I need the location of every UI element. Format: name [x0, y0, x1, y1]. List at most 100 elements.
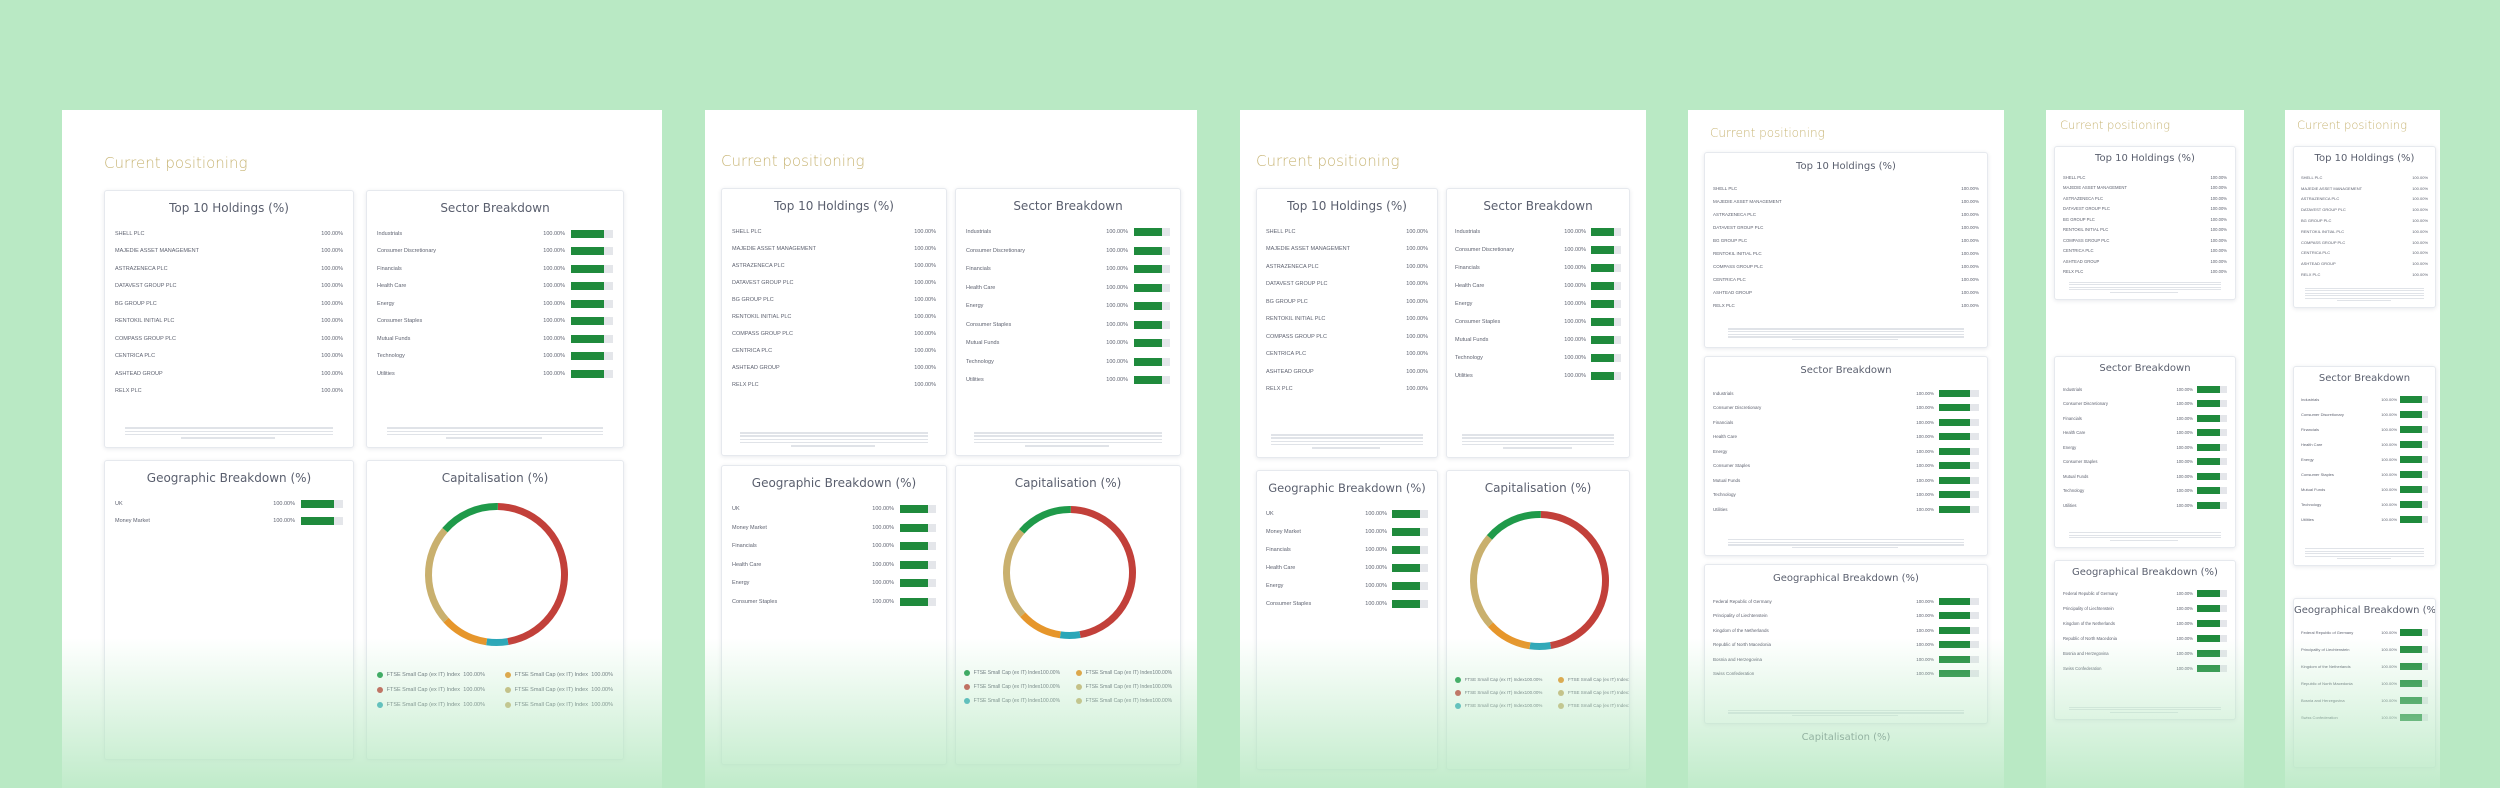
progress-bar — [1939, 447, 1979, 455]
row-value: 100.00% — [1106, 266, 1128, 273]
row-value: 100.00% — [1961, 277, 1979, 282]
row-value: 100.00% — [1916, 492, 1934, 498]
holdings-list: SHELL PLC 100.00% MAJEDIE ASSET MANAGEMENT… — [2294, 172, 2435, 280]
top-holdings-card: Top 10 Holdings (%) SHELL PLC 100.00% MAJED… — [104, 190, 354, 448]
row-label: MAJEDIE ASSET MANAGEMENT — [1266, 246, 1350, 253]
row-value: 100.00% — [273, 500, 295, 507]
row-label: SHELL PLC — [115, 230, 145, 237]
geographical-breakdown-card: Geographical Breakdown (%) Federal Republ… — [2293, 598, 2436, 768]
row-value: 100.00% — [2176, 621, 2193, 626]
legend-label: FTSE Small Cap (ex IT) Index — [1085, 670, 1153, 676]
row-label: CENTRICA PLC — [1266, 351, 1307, 358]
legend-value: 100.00% — [1524, 703, 1543, 708]
row-value: 100.00% — [543, 248, 565, 255]
row-value: 100.00% — [914, 330, 936, 337]
legend-label: FTSE Small Cap (ex IT) Index — [973, 670, 1041, 676]
progress-bar — [1939, 418, 1979, 426]
table-row: MAJEDIE ASSET MANAGEMENT 100.00% — [2301, 183, 2428, 194]
progress-bar-fill — [2400, 501, 2422, 508]
row-label: Consumer Staples — [377, 318, 423, 325]
row-value: 100.00% — [2412, 207, 2428, 213]
table-row: Energy 100.00% — [2063, 440, 2227, 455]
card-title: Geographical Breakdown (%) — [1773, 573, 1919, 584]
card-title: Capitalisation (%) — [1484, 481, 1592, 495]
row-label: Health Care — [377, 283, 407, 290]
progress-bar-fill — [2197, 443, 2221, 451]
row-label: UK — [732, 506, 740, 513]
table-row: ASTRAZENECA PLC 100.00% — [1713, 208, 1979, 221]
row-value: 100.00% — [1916, 671, 1934, 677]
row-value: 100.00% — [543, 230, 565, 237]
geographic-list: UK 100.00% Money Market 100.00% Financials 10… — [1257, 505, 1437, 613]
row-value: 100.00% — [1916, 506, 1934, 512]
row-value: 100.00% — [1961, 199, 1979, 204]
row-label: Mutual Funds — [1713, 477, 1741, 483]
row-value: 100.00% — [1406, 281, 1428, 288]
sector-list: Industrials 100.00% Consumer Discretionary… — [1447, 223, 1629, 385]
row-label: CENTRICA PLC — [2301, 250, 2331, 256]
row-label: UK — [115, 500, 123, 507]
row-value: 100.00% — [2176, 444, 2193, 450]
progress-bar — [1392, 564, 1428, 572]
page-title: Current positioning — [104, 154, 248, 172]
row-label: ASHTEAD GROUP — [732, 364, 780, 371]
row-value: 100.00% — [2176, 636, 2193, 641]
card-title: Top 10 Holdings (%) — [2095, 153, 2195, 164]
card-title: Top 10 Holdings (%) — [2314, 153, 2415, 164]
legend-value: 100.00% — [1152, 684, 1173, 690]
row-value: 100.00% — [543, 353, 565, 360]
progress-bar — [1939, 476, 1979, 484]
row-value: 100.00% — [2176, 430, 2193, 436]
progress-bar — [1939, 462, 1979, 470]
card-title: Sector Breakdown — [2099, 363, 2191, 374]
sector-list: Industrials 100.00% Consumer Discretionary… — [1705, 386, 1987, 517]
legend-swatch — [1558, 702, 1565, 709]
donut-slice — [497, 503, 568, 645]
page-title: Current positioning — [721, 152, 865, 170]
progress-bar — [2400, 714, 2428, 721]
table-row: Financials 100.00% — [2063, 411, 2227, 426]
row-label: ASHTEAD GROUP — [115, 370, 163, 377]
row-label: Consumer Discretionary — [1455, 247, 1514, 253]
progress-bar-fill — [1591, 282, 1615, 290]
row-value: 100.00% — [2381, 698, 2397, 703]
geographic-list: UK 100.00% Money Market 100.00% Financials 10… — [722, 500, 946, 611]
table-row: Energy 100.00% — [732, 574, 936, 593]
row-label: ASTRAZENECA PLC — [732, 262, 785, 269]
table-row: Bosnia and Herzegovina 100.00% — [2301, 692, 2428, 709]
table-row: Health Care 100.00% — [966, 279, 1170, 298]
table-row: RENTOKIL INITIAL PLC 100.00% — [115, 313, 343, 331]
progress-bar-fill — [1134, 228, 1163, 237]
legend-value: 100.00% — [463, 686, 485, 693]
row-label: Bosnia and Herzegovina — [1713, 656, 1763, 662]
capitalisation-card: Capitalisation (%) FTSE Small Cap (ex IT)… — [955, 465, 1181, 765]
row-value: 100.00% — [1406, 386, 1428, 393]
row-label: Utilities — [966, 377, 984, 384]
table-row: Mutual Funds 100.00% — [2063, 469, 2227, 484]
progress-bar — [1134, 246, 1170, 255]
legend-label: FTSE Small Cap (ex IT) Index — [386, 686, 460, 693]
legend-label: FTSE Small Cap (ex IT) Index — [386, 671, 460, 678]
row-label: Swiss Confederation — [2301, 715, 2338, 720]
progress-bar — [2400, 697, 2428, 704]
disclaimer-text — [2305, 287, 2424, 301]
progress-bar-fill — [301, 517, 334, 526]
progress-bar-fill — [301, 499, 334, 508]
row-value: 100.00% — [2412, 239, 2428, 245]
table-row: Technology 100.00% — [1713, 488, 1979, 503]
progress-bar — [900, 505, 936, 514]
row-label: MAJEDIE ASSET MANAGEMENT — [2301, 185, 2363, 191]
progress-bar — [2400, 646, 2428, 653]
row-label: Energy — [1455, 301, 1473, 307]
progress-bar-fill — [1134, 302, 1163, 311]
row-label: Utilities — [1455, 373, 1473, 379]
row-label: Republic of North Macedonia — [1713, 642, 1772, 648]
row-label: Principality of Liechtenstein — [1713, 613, 1768, 619]
row-label: Kingdom of the Netherlands — [2063, 621, 2115, 626]
sector-breakdown-card: Sector Breakdown Industrials 100.00% Consum… — [1704, 356, 1988, 556]
